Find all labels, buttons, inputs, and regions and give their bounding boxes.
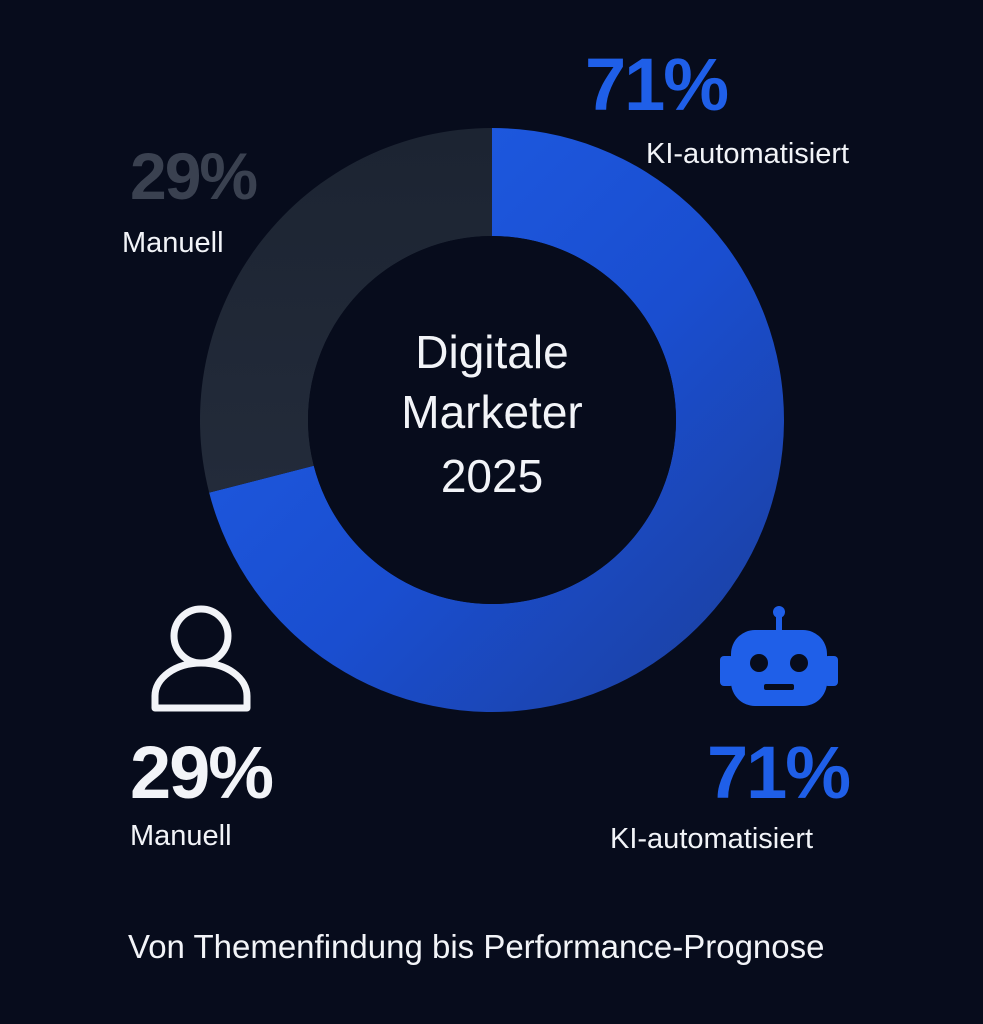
robot-icon	[720, 606, 838, 706]
manuell-label-bottom: Manuell	[130, 820, 232, 852]
center-title-line-3: 2025	[441, 450, 543, 502]
manuell-percentage-bottom: 29%	[130, 731, 274, 814]
ki-percentage-top: 71%	[585, 43, 729, 126]
center-title-line-2: Marketer	[401, 386, 582, 438]
ki-percentage-bottom: 71%	[707, 731, 851, 814]
ki-label-top: KI-automatisiert	[646, 138, 850, 170]
donut-chart	[200, 128, 784, 712]
donut-slice-ki-automatisiert	[209, 128, 784, 712]
donut-hole	[308, 236, 676, 604]
manuell-label-top: Manuell	[122, 227, 224, 259]
person-outline-icon	[151, 605, 251, 712]
manuell-percentage-top: 29%	[130, 139, 258, 213]
footer-caption: Von Themenfindung bis Performance-Progno…	[128, 928, 825, 965]
donut-slice-manuell	[200, 128, 492, 493]
center-title-line-1: Digitale	[415, 326, 568, 378]
ki-label-bottom: KI-automatisiert	[610, 823, 814, 855]
